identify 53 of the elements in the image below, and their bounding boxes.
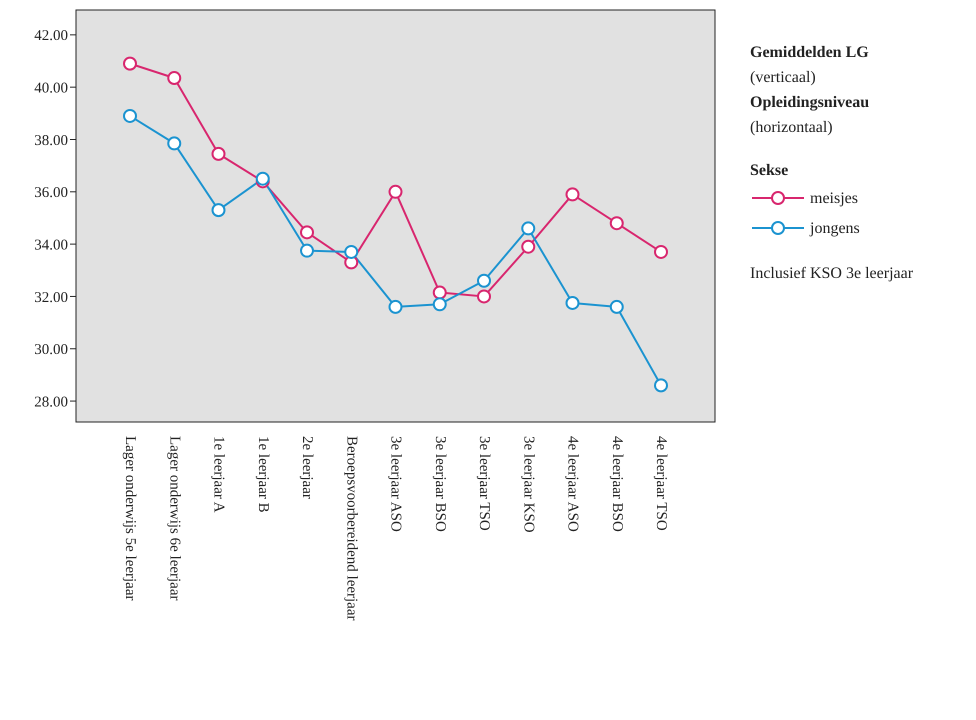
x-tick-label: Lager onderwijs 5e leerjaar <box>122 436 138 600</box>
point <box>477 289 491 304</box>
x-tick-label: 3e leerjaar KSO <box>520 436 536 533</box>
x-tick-label: 4e leerjaar BSO <box>608 436 625 532</box>
x-tick-label: 3e leerjaar ASO <box>388 436 404 532</box>
point <box>388 184 402 199</box>
y-tick-label: 40.00 <box>34 80 68 96</box>
point <box>521 221 536 236</box>
point <box>610 216 624 230</box>
point <box>654 378 668 392</box>
point <box>123 56 137 71</box>
legend-label: jongens <box>810 218 860 238</box>
x-tick-label: 4e leerjaar TSO <box>653 436 669 531</box>
y-tick-label: 32.00 <box>34 290 68 306</box>
x-tick-label: 3e leerjaar BSO <box>432 436 448 532</box>
x-tick-label: Beroepsvoorbereidend leerjaar <box>343 436 360 620</box>
y-tick-label: 42.00 <box>34 28 68 44</box>
point <box>432 297 447 312</box>
text: Inclusief KSO 3e leerjaar <box>750 264 914 284</box>
text: (horizontaal) <box>750 118 834 138</box>
y-tick-label: 28.00 <box>34 394 68 410</box>
point <box>256 172 270 186</box>
point <box>167 71 182 86</box>
x-tick-label: 3e leerjaar TSO <box>476 436 492 531</box>
point <box>610 300 624 314</box>
point <box>566 296 580 310</box>
point <box>477 274 491 288</box>
point <box>300 225 314 240</box>
x-tick-label: 2e leerjaar <box>299 436 315 499</box>
point <box>212 146 226 161</box>
point <box>167 136 182 150</box>
point <box>123 108 137 123</box>
x-tick-label: 4e leerjaar ASO <box>564 436 580 532</box>
text: Opleidingsniveau <box>750 93 870 113</box>
y-tick-label: 30.00 <box>34 342 68 358</box>
legend-title: Sekse <box>750 161 790 181</box>
point <box>432 286 447 300</box>
y-tick-label: 36.00 <box>34 185 68 202</box>
text: (verticaal) <box>750 68 817 88</box>
point <box>654 244 668 259</box>
y-tick-label: 38.00 <box>34 132 68 149</box>
x-tick-label: 1e leerjaar B <box>254 436 271 513</box>
x-tick-label: Lager onderwijs 6e leerjaar <box>166 436 182 600</box>
y-tick-label: 34.00 <box>34 237 68 254</box>
point <box>388 300 402 314</box>
point <box>521 240 536 254</box>
point <box>566 187 580 202</box>
text: Gemiddelden LG <box>750 43 870 63</box>
point <box>300 244 314 258</box>
point <box>344 244 358 259</box>
x-tick-label: 1e leerjaar A <box>210 436 226 513</box>
legend-label: meisjes <box>810 188 858 208</box>
point <box>212 203 226 218</box>
